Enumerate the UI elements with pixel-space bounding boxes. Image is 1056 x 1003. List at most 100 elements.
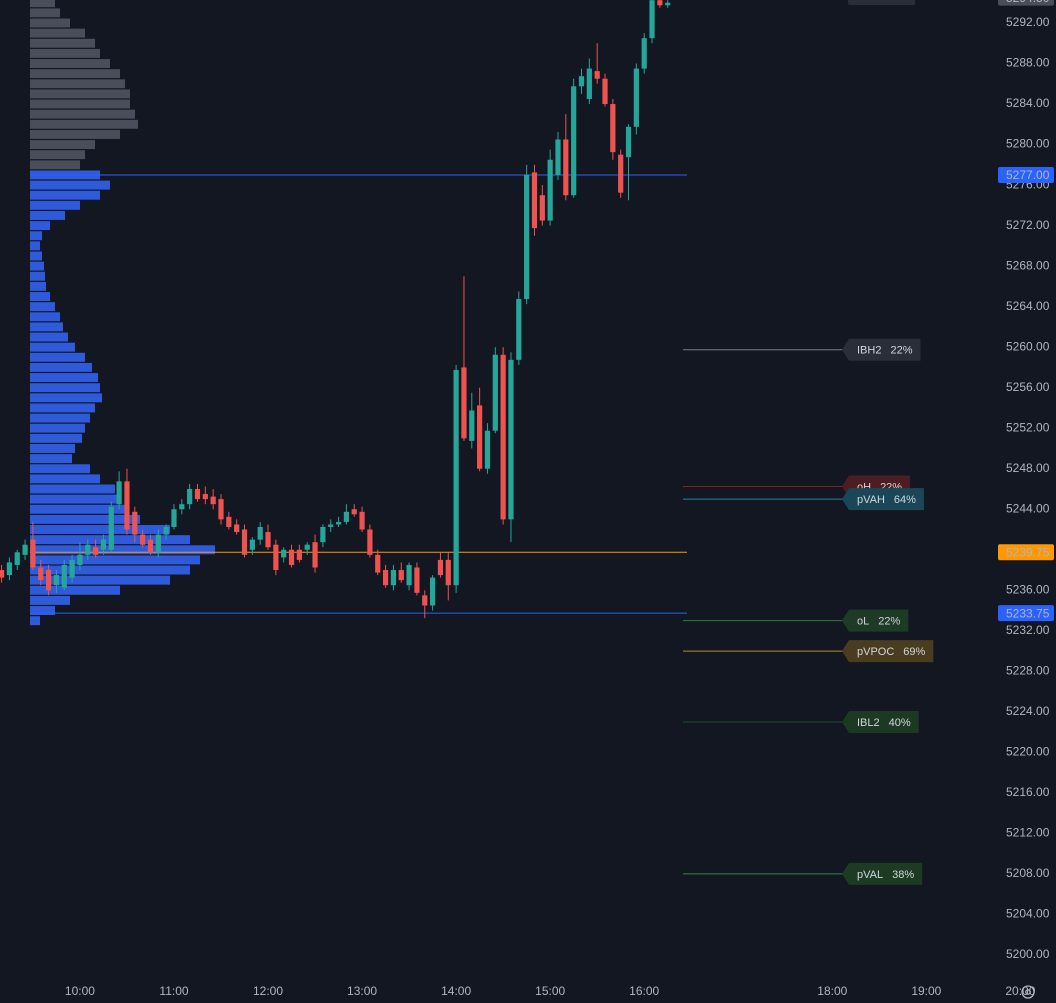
candles (0, 0, 671, 619)
price-tag-box (998, 544, 1054, 561)
profile-bar (30, 261, 44, 271)
price-tag-box (998, 605, 1054, 622)
candle-body (453, 369, 459, 586)
candle-body (586, 68, 592, 99)
candle-body (445, 559, 451, 586)
candle-body (147, 539, 154, 553)
profile-bar (30, 514, 140, 524)
profile-bar (30, 180, 110, 190)
profile-bar (30, 342, 75, 352)
candle-body (45, 570, 52, 591)
candle-body (618, 154, 624, 193)
price-tag-label: 5294.50 (1006, 0, 1050, 5)
y-tick-label: 5284.00 (1006, 96, 1050, 110)
candle-body (516, 299, 522, 360)
candle-body (437, 559, 444, 576)
profile-bar (30, 332, 68, 342)
price-tag-box (998, 166, 1054, 183)
candle-body (22, 544, 28, 555)
candle-body (657, 0, 663, 6)
profile-bar (30, 606, 55, 616)
level-box (842, 488, 924, 511)
y-tick-label: 5272.00 (1006, 218, 1050, 232)
candle-body (390, 570, 397, 586)
profile-bar (30, 281, 46, 291)
level-box (842, 862, 923, 885)
level-label: oL 22% (842, 609, 909, 632)
candle-body (202, 494, 208, 500)
candle-body (649, 0, 655, 39)
candle-body (328, 524, 334, 527)
candle-body (375, 554, 381, 573)
candle-body (116, 481, 122, 505)
price-tag-label: 5277.00 (1006, 168, 1050, 182)
candle-body (171, 509, 177, 527)
profile-bar (30, 383, 100, 393)
candle-body (6, 562, 13, 576)
level-percent: 40% (889, 717, 911, 729)
candle-body (69, 559, 75, 578)
profile-bar (30, 545, 215, 555)
y-tick-label: 5248.00 (1006, 461, 1050, 475)
y-tick-label: 5204.00 (1006, 907, 1050, 921)
candle-body (288, 549, 295, 565)
level-percent: 38% (892, 869, 914, 881)
candle-body (218, 499, 224, 520)
candle-body (469, 410, 475, 441)
x-tick-label: 18:00 (817, 984, 847, 998)
settings-button[interactable] (1021, 985, 1035, 999)
candle-body (430, 577, 436, 606)
candle-body (665, 2, 671, 6)
y-tick-label: 5232.00 (1006, 623, 1050, 637)
y-tick-label: 5260.00 (1006, 339, 1050, 353)
candle-body (296, 549, 302, 560)
level-name: pVAH (857, 494, 885, 506)
y-tick-label: 5288.00 (1006, 56, 1050, 70)
profile-bar (30, 595, 70, 605)
candle-body (578, 76, 585, 87)
candle-body (367, 529, 373, 555)
profile-bar (30, 302, 55, 312)
profile-bar (30, 211, 65, 220)
profile-bar (30, 200, 80, 210)
profile-bar (30, 38, 95, 48)
candle-body (281, 549, 287, 558)
gear-outer (1021, 985, 1035, 999)
x-tick-label: 16:00 (629, 984, 659, 998)
profile-bar (30, 504, 125, 514)
candle-body (477, 405, 483, 469)
x-tick-label: 14:00 (441, 984, 471, 998)
candle-body (61, 564, 67, 588)
y-tick-label: 5228.00 (1006, 664, 1050, 678)
y-tick-label: 5244.00 (1006, 501, 1050, 515)
level-percent: 69% (903, 646, 925, 658)
profile-bar (30, 190, 100, 200)
candle-body (524, 174, 530, 300)
y-tick-label: 5280.00 (1006, 137, 1050, 151)
candle-body (641, 38, 647, 69)
candle-body (555, 139, 561, 175)
y-tick-label: 5256.00 (1006, 380, 1050, 394)
price-tag-label: 5233.75 (1006, 606, 1050, 620)
profile-bar (30, 413, 90, 423)
profile-bar (30, 28, 85, 38)
candle-body (38, 567, 44, 581)
gear-inner (1025, 989, 1031, 995)
level-name: oL (857, 616, 869, 628)
level-label: IBL2 40% (842, 710, 919, 733)
candle-body (85, 544, 91, 555)
profile-bar (30, 616, 40, 626)
profile-bar (30, 160, 80, 170)
candle-body (273, 544, 279, 571)
profile-bar (30, 89, 130, 99)
candle-body (304, 544, 310, 550)
profile-bar (30, 352, 85, 362)
profile-bar (30, 585, 120, 595)
y-tick-label: 5264.00 (1006, 299, 1050, 313)
level-box (842, 640, 934, 663)
profile-bar (30, 0, 55, 8)
candle-body (53, 575, 60, 586)
candle-body (633, 68, 639, 127)
